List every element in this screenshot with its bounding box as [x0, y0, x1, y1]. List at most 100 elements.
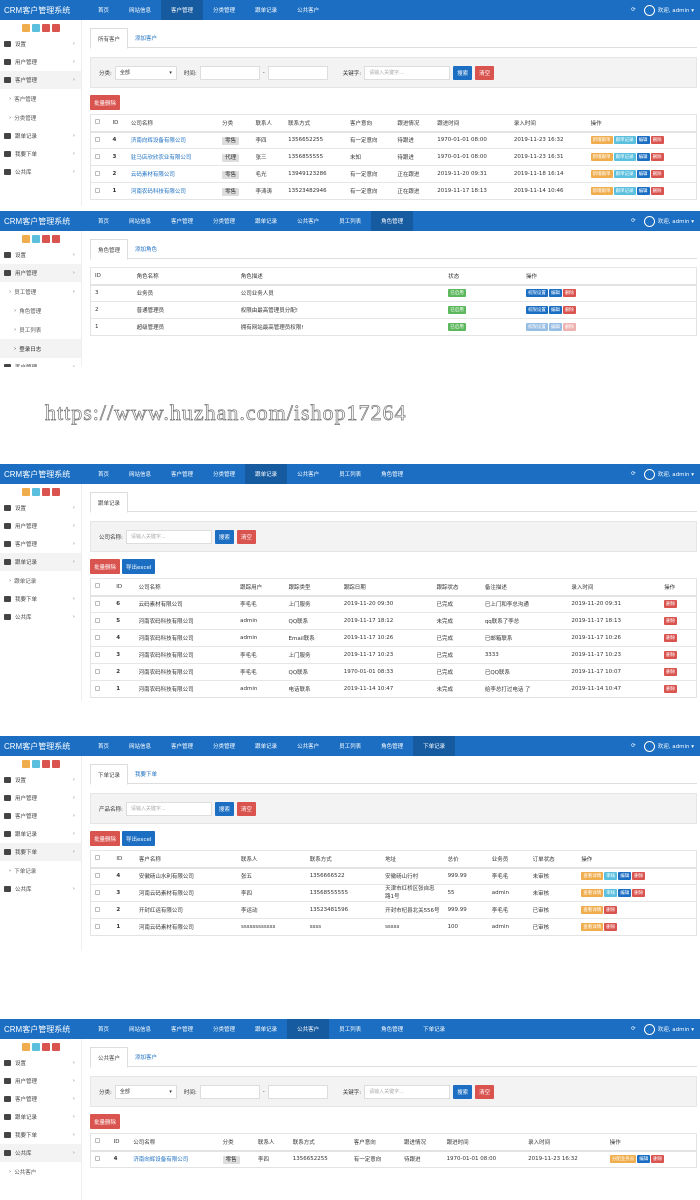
action-button[interactable]: 删除	[664, 634, 678, 642]
action-button[interactable]: 删除	[604, 906, 618, 914]
sidebar-item[interactable]: 客户管理 ›	[0, 71, 81, 89]
nav-item[interactable]: 分类管理	[213, 8, 236, 14]
row-checkbox[interactable]	[95, 634, 100, 640]
action-button[interactable]: 编辑	[618, 889, 632, 897]
clear-button[interactable]: 清空	[236, 801, 256, 816]
nav-item[interactable]: 公共客户	[297, 744, 320, 750]
trash-icon[interactable]	[41, 24, 50, 32]
home-icon[interactable]	[21, 488, 30, 496]
nav-item[interactable]: 客户管理	[171, 1027, 194, 1033]
nav-item[interactable]: 客户管理	[171, 219, 194, 225]
sidebar-item[interactable]: 用户管理 ›	[0, 264, 81, 282]
sidebar-item[interactable]: 用户管理 ›	[0, 789, 81, 807]
nav-item[interactable]: 角色管理	[381, 1027, 404, 1033]
action-button[interactable]: 审核	[604, 889, 618, 897]
row-checkbox[interactable]	[95, 651, 100, 657]
refresh-icon[interactable]: ⟳	[631, 743, 636, 749]
home-icon[interactable]	[21, 760, 30, 768]
nav-item[interactable]: 角色管理	[381, 744, 404, 750]
row-checkbox[interactable]	[95, 872, 100, 878]
nav-item[interactable]: 首页	[98, 219, 110, 225]
sidebar-item[interactable]: 设置 ›	[0, 499, 81, 517]
file-icon[interactable]	[31, 760, 40, 768]
nav-item[interactable]: 员工列表	[339, 1027, 362, 1033]
nav-item[interactable]: 网站信息	[129, 8, 152, 14]
nav-item[interactable]: 客户管理	[161, 0, 204, 20]
tab[interactable]: 角色管理	[90, 239, 129, 260]
nav-item[interactable]: 分类管理	[213, 219, 236, 225]
user-greeting[interactable]: 欢迎, admin ▾	[657, 1027, 694, 1033]
sidebar-item[interactable]: 跟单记录 ›	[0, 1108, 81, 1126]
sidebar-subitem[interactable]: › 下单记录	[0, 861, 81, 880]
action-button[interactable]: 查看详情	[581, 872, 604, 881]
action-button[interactable]: 权限设置	[525, 289, 548, 298]
keyword-input[interactable]: 请输入关键字...	[364, 1084, 451, 1099]
action-button[interactable]: 删除	[664, 668, 678, 676]
sidebar-item[interactable]: 我要下单 ›	[0, 590, 81, 608]
trash-icon[interactable]	[41, 760, 50, 768]
action-button[interactable]: 删除	[604, 923, 618, 931]
user-menu[interactable]: 欢迎, admin ▾	[643, 215, 694, 227]
action-button[interactable]: 删除	[664, 651, 678, 659]
sidebar-item[interactable]: 客户管理 ›	[0, 358, 81, 367]
action-button[interactable]: 查看详情	[581, 906, 604, 914]
action-button[interactable]: 新增跟单	[590, 170, 613, 178]
nav-item[interactable]: 员工列表	[339, 472, 362, 478]
batch-delete-button[interactable]: 批量删除	[90, 1114, 121, 1129]
export-excel-button[interactable]: 导出excel	[122, 831, 156, 846]
sidebar-item[interactable]: 设置 ›	[0, 35, 81, 53]
nav-item[interactable]: 首页	[98, 1027, 110, 1033]
power-icon[interactable]	[51, 760, 60, 768]
nav-item[interactable]: 分类管理	[213, 744, 236, 750]
file-icon[interactable]	[31, 1043, 40, 1051]
user-greeting[interactable]: 欢迎, admin ▾	[657, 8, 694, 14]
select-all-checkbox[interactable]	[95, 119, 100, 125]
trash-icon[interactable]	[41, 235, 50, 243]
action-button[interactable]: 删除	[664, 617, 678, 625]
action-button[interactable]: 编辑	[636, 187, 650, 195]
action-button[interactable]: 编辑	[637, 1155, 651, 1164]
tab[interactable]: 我要下单	[135, 771, 158, 778]
action-button[interactable]: 删除	[664, 685, 678, 693]
action-button[interactable]: 新增跟单	[590, 136, 613, 145]
nav-item[interactable]: 跟单记录	[255, 744, 278, 750]
clear-button[interactable]: 清空	[236, 529, 256, 544]
company-link[interactable]: 云码素材有限公司	[130, 172, 175, 178]
sidebar-item[interactable]: 客户管理 ›	[0, 807, 81, 825]
nav-item[interactable]: 网站信息	[129, 744, 152, 750]
nav-item[interactable]: 公共客户	[297, 472, 320, 478]
nav-item[interactable]: 分类管理	[213, 472, 236, 478]
tab[interactable]: 添加角色	[135, 246, 158, 253]
home-icon[interactable]	[21, 235, 30, 243]
refresh-icon[interactable]: ⟳	[631, 7, 636, 13]
category-select[interactable]: 全部 ▾	[114, 65, 177, 80]
clear-button[interactable]: 清空	[475, 1084, 495, 1099]
action-button[interactable]: 删除	[562, 323, 576, 331]
action-button[interactable]: 删除	[650, 170, 664, 178]
action-button[interactable]: 权限设置	[525, 306, 548, 314]
nav-item[interactable]: 网站信息	[129, 472, 152, 478]
tab[interactable]: 下单记录	[90, 764, 129, 785]
power-icon[interactable]	[51, 488, 60, 496]
action-button[interactable]: 删除	[650, 136, 664, 145]
search-button[interactable]: 搜索	[453, 65, 473, 80]
row-checkbox[interactable]	[95, 136, 100, 142]
nav-item[interactable]: 首页	[98, 8, 110, 14]
action-button[interactable]: 新增跟单	[590, 187, 613, 195]
action-button[interactable]: 跟单记录	[613, 187, 636, 195]
sidebar-item[interactable]: 跟单记录 ›	[0, 825, 81, 843]
sidebar-item[interactable]: 我要下单 ›	[0, 843, 81, 861]
action-button[interactable]: 删除	[650, 187, 664, 195]
time-end-input[interactable]	[267, 65, 328, 80]
nav-item[interactable]: 公共客户	[287, 1019, 330, 1039]
sidebar-subitem[interactable]: › 分类管理	[0, 108, 81, 127]
sidebar-item[interactable]: 设置 ›	[0, 771, 81, 789]
row-checkbox[interactable]	[95, 170, 100, 176]
row-checkbox[interactable]	[95, 889, 100, 895]
power-icon[interactable]	[51, 24, 60, 32]
nav-item[interactable]: 角色管理	[371, 211, 414, 231]
action-button[interactable]: 编辑	[548, 323, 562, 331]
file-icon[interactable]	[31, 24, 40, 32]
action-button[interactable]: 新增跟单	[590, 153, 613, 161]
sidebar-item[interactable]: 公共库 ›	[0, 608, 81, 626]
